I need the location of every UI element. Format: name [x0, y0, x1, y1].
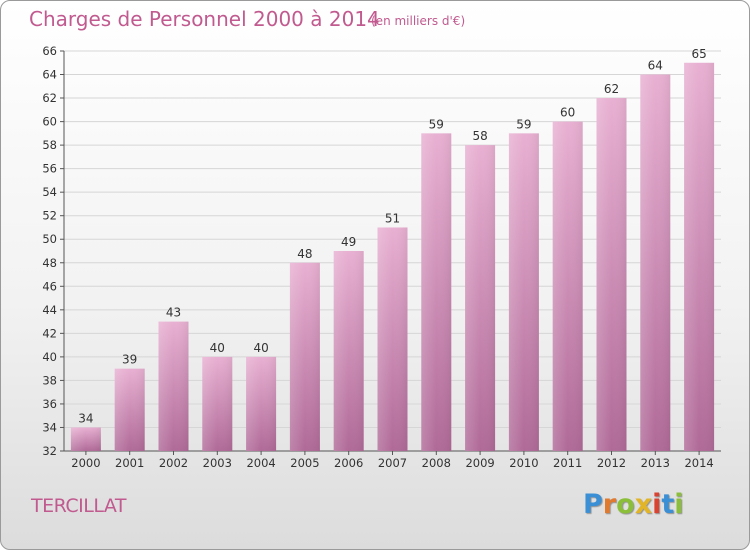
y-tick-label: 40 — [42, 350, 57, 364]
data-label: 51 — [385, 211, 400, 225]
data-label: 43 — [166, 306, 181, 320]
y-tick-label: 60 — [42, 115, 57, 129]
x-tick-label: 2006 — [334, 456, 363, 470]
logo-letter: x — [634, 489, 653, 520]
data-label: 60 — [560, 106, 575, 120]
x-tick-label: 2001 — [115, 456, 144, 470]
data-label: 59 — [429, 117, 444, 131]
bar-shine — [596, 98, 627, 451]
x-tick-label: 2009 — [465, 456, 494, 470]
bar-shine — [202, 356, 233, 451]
proxiti-logo: Proxiti — [583, 489, 684, 520]
x-tick-label: 2002 — [159, 456, 188, 470]
data-label: 49 — [341, 235, 356, 249]
x-tick-label: 2010 — [509, 456, 538, 470]
chart-title: Charges de Personnel 2000 à 2014 — [29, 7, 380, 31]
x-tick-label: 2007 — [378, 456, 407, 470]
data-label: 65 — [691, 47, 706, 61]
bar-shine — [640, 74, 671, 451]
data-label: 48 — [297, 247, 312, 261]
logo-letter: r — [602, 489, 617, 520]
logo-letter: i — [674, 489, 684, 520]
y-tick-label: 64 — [42, 68, 57, 82]
x-tick-label: 2013 — [641, 456, 670, 470]
data-label: 59 — [516, 117, 531, 131]
y-tick-label: 62 — [42, 91, 57, 105]
bar-shine — [289, 262, 320, 451]
x-tick-label: 2004 — [246, 456, 275, 470]
data-labels: 34 39 43 40 40 48 49 51 59 58 59 60 62 64 65 — [78, 47, 706, 426]
data-label: 39 — [122, 353, 137, 367]
bar-shine — [684, 62, 715, 451]
x-tick-label: 2008 — [422, 456, 451, 470]
logo-letter: t — [661, 489, 675, 520]
data-label: 40 — [210, 341, 225, 355]
bar-shine — [246, 356, 277, 451]
y-tick-label: 38 — [42, 373, 57, 387]
y-tick-label: 66 — [42, 44, 57, 58]
data-label: 34 — [78, 411, 93, 425]
data-label: 62 — [604, 82, 619, 96]
bar-shine — [114, 368, 145, 451]
y-tick-labels: 32 34 36 38 40 42 44 46 48 50 52 54 56 58 60 62 64 66 — [42, 44, 57, 458]
logo-letter: o — [616, 489, 635, 520]
bar-shine — [465, 145, 496, 451]
logo-letter: i — [652, 489, 662, 520]
y-tick-label: 50 — [42, 232, 57, 246]
bar-shine — [70, 427, 101, 451]
x-tick-label: 2012 — [597, 456, 626, 470]
logo-letter: P — [583, 489, 603, 520]
bar-shine — [508, 133, 539, 451]
y-tick-label: 58 — [42, 138, 57, 152]
x-tick-label: 2005 — [290, 456, 319, 470]
y-tick-label: 44 — [42, 303, 57, 317]
y-tick-label: 56 — [42, 162, 57, 176]
bar-shine — [377, 227, 408, 451]
y-tick-label: 42 — [42, 326, 57, 340]
y-tick-label: 46 — [42, 279, 57, 293]
data-label: 64 — [648, 59, 663, 73]
y-tick-label: 36 — [42, 397, 57, 411]
y-tick-label: 34 — [42, 420, 57, 434]
x-tick-label: 2011 — [553, 456, 582, 470]
bars — [70, 62, 715, 452]
y-tick-label: 48 — [42, 256, 57, 270]
y-tick-label: 52 — [42, 209, 57, 223]
x-tick-label: 2000 — [71, 456, 100, 470]
x-tick-labels: 2000 2001 2002 2003 2004 2005 2006 2007 2008 2009… — [71, 456, 713, 470]
bar-shine — [421, 133, 452, 451]
bar-shine — [158, 321, 189, 451]
y-tick-label: 32 — [42, 444, 57, 458]
x-tick-label: 2014 — [684, 456, 713, 470]
commune-name: TERCILLAT — [31, 495, 126, 517]
bar-shine — [333, 251, 364, 451]
y-tick-label: 54 — [42, 185, 57, 199]
data-label: 58 — [472, 129, 487, 143]
data-label: 40 — [253, 341, 268, 355]
x-tick-label: 2003 — [203, 456, 232, 470]
bar-shine — [552, 121, 583, 452]
chart-subtitle: (en milliers d'€) — [371, 14, 466, 28]
